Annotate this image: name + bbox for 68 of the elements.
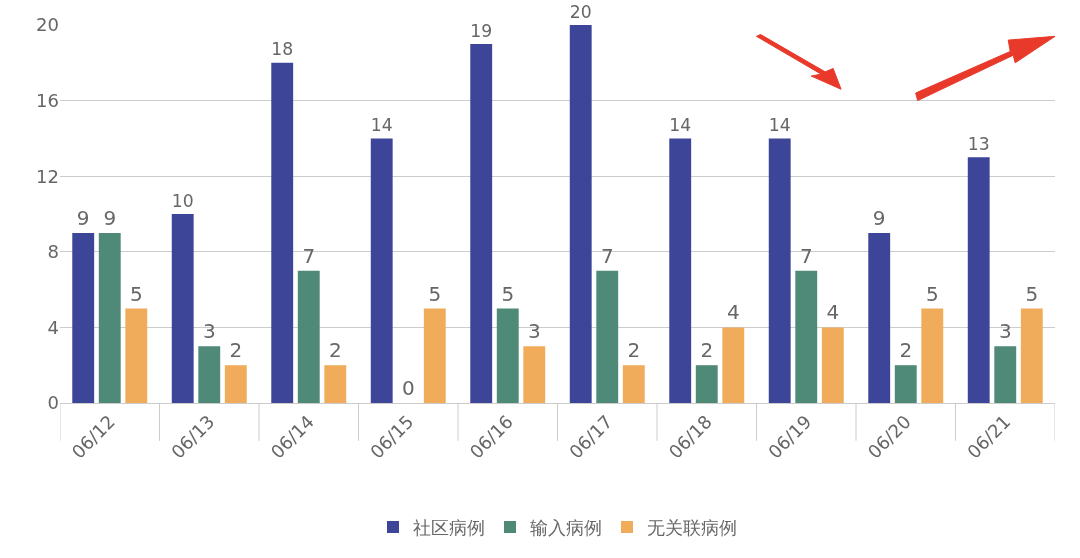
data-label: 5 xyxy=(129,281,143,306)
bar xyxy=(967,157,990,403)
data-label: 14 xyxy=(370,115,393,136)
data-label: 0 xyxy=(401,376,415,400)
y-tick-label: 4 xyxy=(47,316,59,338)
bar xyxy=(324,365,347,403)
data-label: 14 xyxy=(669,115,692,136)
bar xyxy=(125,308,148,403)
data-label: 2 xyxy=(627,338,641,363)
bar xyxy=(271,62,294,403)
bar xyxy=(622,365,645,403)
y-tick-label: 0 xyxy=(47,392,59,414)
data-label: 3 xyxy=(527,319,541,344)
bar xyxy=(496,308,519,403)
bar xyxy=(695,365,718,403)
data-label: 4 xyxy=(726,300,740,325)
bar xyxy=(171,214,194,403)
bar xyxy=(370,138,393,403)
data-label: 7 xyxy=(799,243,813,268)
bar xyxy=(198,346,221,403)
data-label: 5 xyxy=(428,281,442,306)
bar xyxy=(297,270,320,403)
data-label: 19 xyxy=(470,20,493,41)
data-label: 2 xyxy=(328,338,342,363)
bar xyxy=(1020,308,1043,403)
data-label: 7 xyxy=(302,243,316,268)
bar xyxy=(98,232,121,403)
data-label: 4 xyxy=(826,300,840,325)
legend-label: 社区病例 xyxy=(413,517,485,539)
data-label: 3 xyxy=(998,319,1012,344)
data-label: 2 xyxy=(700,338,714,363)
data-label: 5 xyxy=(925,281,939,306)
legend-label: 输入病例 xyxy=(530,517,602,539)
data-label: 10 xyxy=(171,190,194,211)
data-label: 3 xyxy=(202,319,216,344)
data-label: 2 xyxy=(899,338,913,363)
bar xyxy=(72,232,95,403)
bar xyxy=(669,138,692,403)
bar xyxy=(795,270,818,403)
data-label: 14 xyxy=(768,115,791,136)
data-label: 9 xyxy=(76,205,90,230)
data-label: 5 xyxy=(501,281,515,306)
bar xyxy=(423,308,446,403)
bar xyxy=(523,346,546,403)
data-label: 20 xyxy=(569,1,592,22)
bar xyxy=(894,365,917,403)
y-tick-label: 8 xyxy=(47,241,59,263)
bar xyxy=(868,232,891,403)
bar xyxy=(821,327,844,403)
bar xyxy=(994,346,1017,403)
bar xyxy=(224,365,247,403)
data-label: 18 xyxy=(271,39,294,60)
bar xyxy=(470,43,493,403)
data-label: 13 xyxy=(967,134,990,154)
bar xyxy=(596,270,619,403)
bar xyxy=(768,138,791,403)
y-tick-label: 12 xyxy=(36,165,59,187)
bar xyxy=(722,327,745,403)
data-label: 2 xyxy=(229,338,243,363)
legend-label: 无关联病例 xyxy=(647,517,737,539)
bar xyxy=(921,308,944,403)
data-label: 9 xyxy=(103,205,117,230)
y-tick-label: 16 xyxy=(36,89,59,111)
bar xyxy=(569,25,592,403)
data-label: 5 xyxy=(1025,281,1039,306)
y-tick-label: 20 xyxy=(36,14,59,36)
data-label: 7 xyxy=(600,243,614,268)
data-label: 9 xyxy=(872,205,886,230)
